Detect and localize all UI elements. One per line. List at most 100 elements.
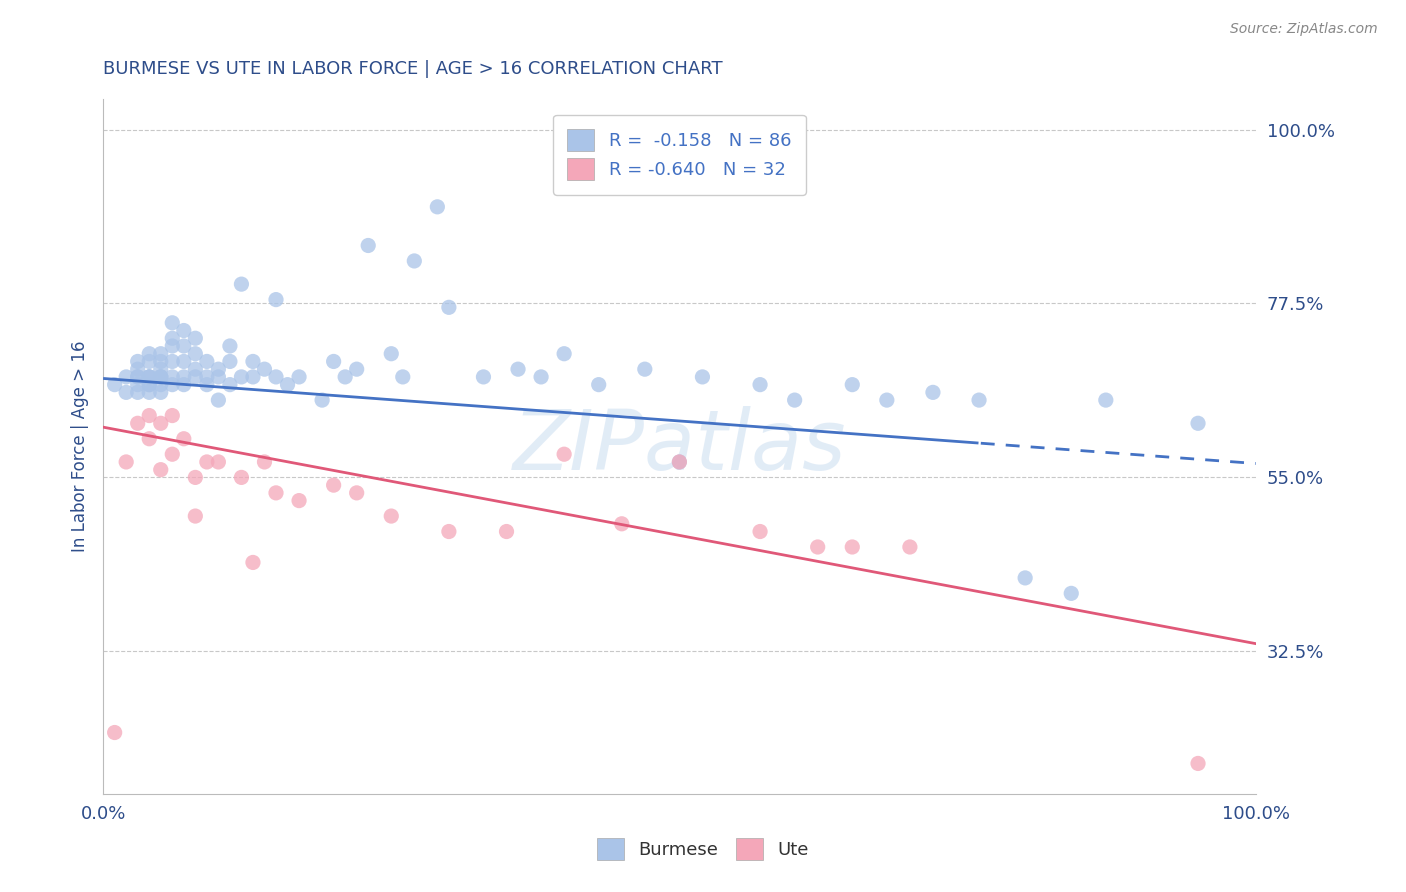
Point (115, 370, 138, 384)
Point (219, 339, 242, 353)
Point (162, 331, 184, 345)
Point (115, 455, 138, 469)
Point (207, 362, 229, 376)
Point (162, 316, 184, 330)
Point (127, 385, 149, 400)
Point (264, 293, 287, 307)
Point (104, 725, 127, 739)
Point (1060, 586, 1083, 600)
Text: ZIPatlas: ZIPatlas (513, 406, 846, 487)
Point (841, 377, 863, 392)
Point (138, 385, 160, 400)
Legend: Burmese, Ute: Burmese, Ute (582, 823, 824, 874)
Point (553, 447, 575, 461)
Point (530, 370, 553, 384)
Point (277, 377, 299, 392)
Point (506, 362, 529, 376)
Point (173, 324, 195, 338)
Point (391, 370, 413, 384)
Point (346, 486, 368, 500)
Point (138, 377, 160, 392)
Point (1095, 393, 1118, 408)
Point (104, 377, 127, 392)
Point (138, 377, 160, 392)
Point (253, 455, 276, 469)
Point (162, 339, 184, 353)
Point (207, 370, 229, 384)
Point (162, 354, 184, 368)
Point (288, 493, 311, 508)
Point (231, 370, 253, 384)
Point (668, 455, 690, 469)
Point (1187, 417, 1209, 431)
Point (138, 370, 160, 384)
Point (138, 409, 160, 423)
Point (264, 370, 287, 384)
Point (127, 370, 149, 384)
Point (149, 370, 172, 384)
Point (149, 354, 172, 368)
Point (922, 385, 945, 400)
Point (149, 370, 172, 384)
Point (149, 385, 172, 400)
Point (322, 478, 344, 492)
Point (311, 393, 333, 408)
Point (1187, 756, 1209, 771)
Point (219, 377, 242, 392)
Point (346, 362, 368, 376)
Legend: R =  -0.158   N = 86, R = -0.640   N = 32: R = -0.158 N = 86, R = -0.640 N = 32 (553, 114, 806, 194)
Text: BURMESE VS UTE IN LABOR FORCE | AGE > 16 CORRELATION CHART: BURMESE VS UTE IN LABOR FORCE | AGE > 16… (103, 60, 723, 78)
Point (553, 347, 575, 361)
Point (588, 377, 610, 392)
Point (876, 393, 898, 408)
Point (426, 200, 449, 214)
Point (692, 370, 714, 384)
Point (162, 377, 184, 392)
Point (841, 540, 863, 554)
Point (149, 417, 172, 431)
Point (138, 370, 160, 384)
Point (184, 370, 207, 384)
Point (173, 370, 195, 384)
Point (380, 347, 402, 361)
Point (184, 362, 207, 376)
Point (184, 470, 207, 484)
Point (162, 447, 184, 461)
Point (807, 540, 830, 554)
Point (138, 432, 160, 446)
Point (1014, 571, 1036, 585)
Point (610, 516, 633, 531)
Point (149, 347, 172, 361)
Point (380, 509, 402, 524)
Point (195, 455, 218, 469)
Point (173, 354, 195, 368)
Point (357, 238, 380, 252)
Point (242, 556, 264, 570)
Point (967, 393, 990, 408)
Point (127, 362, 149, 376)
Point (173, 339, 195, 353)
Point (184, 509, 207, 524)
Point (162, 370, 184, 384)
Point (127, 417, 149, 431)
Point (149, 370, 172, 384)
Point (184, 331, 207, 345)
Point (749, 377, 772, 392)
Point (783, 393, 806, 408)
Point (333, 370, 356, 384)
Point (149, 463, 172, 477)
Point (195, 354, 218, 368)
Point (219, 354, 242, 368)
Point (207, 455, 229, 469)
Point (231, 277, 253, 292)
Point (184, 347, 207, 361)
Point (138, 370, 160, 384)
Point (322, 354, 344, 368)
Point (898, 540, 921, 554)
Point (127, 354, 149, 368)
Point (495, 524, 517, 539)
Point (437, 524, 460, 539)
Point (404, 254, 426, 268)
Point (173, 432, 195, 446)
Point (127, 370, 149, 384)
